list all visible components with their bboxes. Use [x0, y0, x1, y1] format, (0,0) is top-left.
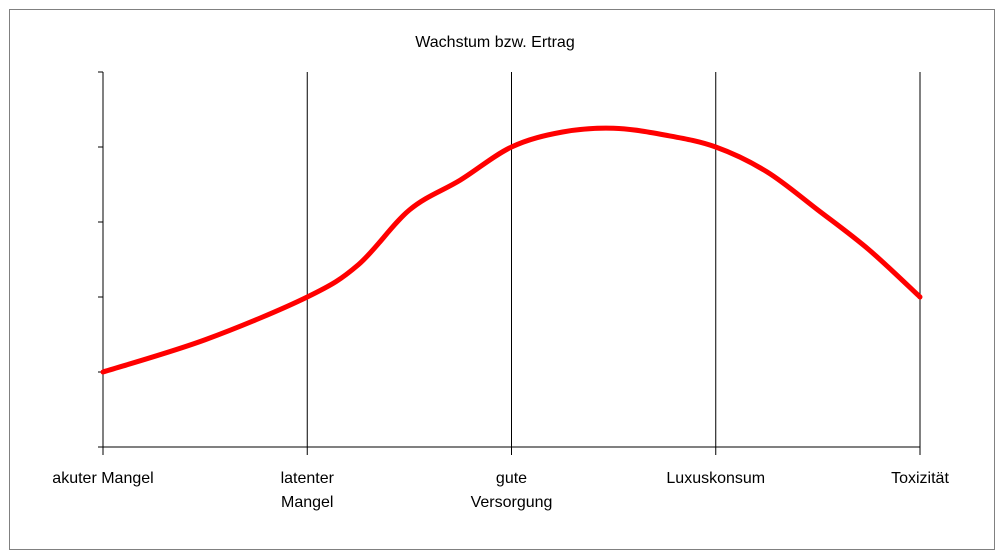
x-tick-label: Toxizität: [891, 470, 949, 487]
frame: [9, 9, 995, 550]
x-tick-label: gute Versorgung: [470, 470, 553, 511]
chart-title: Wachstum bzw. Ertrag: [415, 34, 574, 51]
x-tick-label: akuter Mangel: [52, 470, 154, 487]
x-tick-label: latenter Mangel: [280, 470, 334, 511]
line-series: [100, 125, 923, 375]
x-tick-label: Luxuskonsum: [666, 470, 766, 487]
